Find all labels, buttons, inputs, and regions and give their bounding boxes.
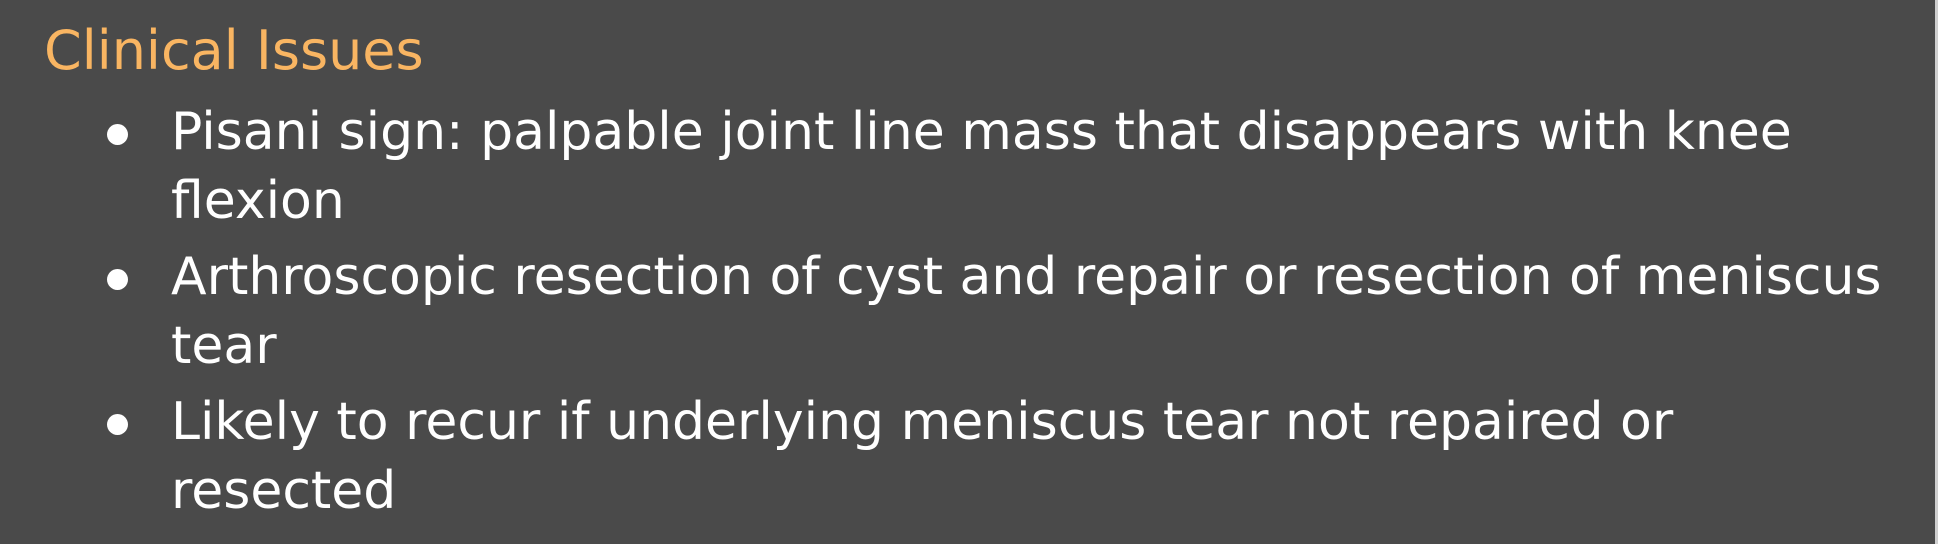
bullet-item: Arthroscopic resection of cyst and repai…: [0, 243, 1911, 381]
bullet-text: Arthroscopic resection of cyst and repai…: [171, 247, 1882, 376]
bullet-list: Pisani sign: palpable joint line mass th…: [0, 98, 1938, 533]
bullet-text: Pisani sign: palpable joint line mass th…: [171, 102, 1792, 231]
bullet-dot-icon: [107, 269, 128, 290]
slide-title: Clinical Issues: [44, 19, 424, 82]
slide-edge-divider: [1935, 0, 1938, 544]
bullet-item: Likely to recur if underlying meniscus t…: [0, 388, 1911, 526]
bullet-dot-icon: [107, 414, 128, 435]
bullet-dot-icon: [107, 124, 128, 145]
bullet-text: Likely to recur if underlying meniscus t…: [171, 392, 1674, 521]
bullet-item: Pisani sign: palpable joint line mass th…: [0, 98, 1911, 236]
